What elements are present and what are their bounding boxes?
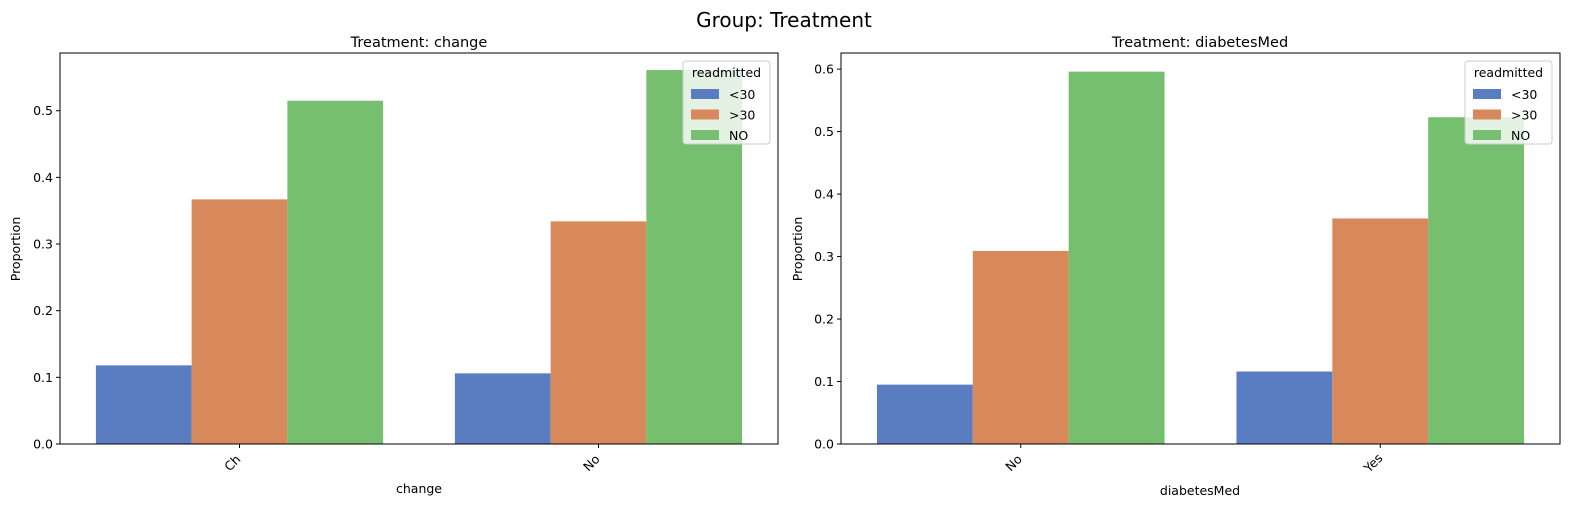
bar (876, 384, 973, 444)
y-axis-label: Proportion (8, 217, 23, 282)
subplot-change: Treatment: change change Proportion 0.0 0… (8, 35, 779, 496)
y-tick-label: 0.4 (814, 187, 834, 202)
y-tick-label: 0.1 (33, 370, 53, 385)
legend-label: >30 (1511, 108, 1537, 123)
y-tick-label: 0.0 (33, 437, 53, 452)
legend-label: NO (1511, 128, 1530, 143)
bar (1332, 218, 1429, 444)
y-tick-label: 0.1 (814, 374, 834, 389)
legend-box (1464, 60, 1553, 145)
y-tick-label: 0.4 (33, 170, 53, 185)
legend-title: readmitted (692, 65, 761, 80)
x-tick-label: Yes (1360, 450, 1386, 476)
axes-frame (840, 52, 1561, 445)
legend: readmitted <30 >30 NO (1464, 60, 1553, 145)
bar (191, 199, 288, 444)
axes-frame (59, 52, 779, 445)
bar (1236, 371, 1333, 444)
y-tick-label: 0.5 (814, 124, 834, 139)
subplot-title: Treatment: change (350, 35, 488, 51)
y-axis-label: Proportion (790, 217, 805, 282)
legend-label: NO (729, 128, 748, 143)
legend-box (682, 60, 771, 145)
bar (95, 365, 192, 444)
legend-label: >30 (729, 108, 755, 123)
x-tick-label: No (580, 452, 603, 475)
bar (1068, 71, 1165, 445)
legend-label: <30 (1511, 87, 1537, 102)
bar (972, 250, 1069, 444)
bar (287, 100, 384, 444)
legend-swatch (691, 109, 719, 120)
legend-swatch (691, 89, 719, 99)
x-axis-label: change (396, 481, 442, 496)
bar (1428, 117, 1525, 444)
x-tick-label: No (1002, 452, 1025, 475)
y-tick-label: 0.0 (814, 437, 834, 452)
bar (454, 373, 551, 444)
legend-title: readmitted (1474, 65, 1543, 80)
x-axis-label: diabetesMed (1160, 483, 1240, 498)
y-tick-label: 0.3 (814, 249, 834, 264)
x-tick-label: Ch (221, 452, 243, 474)
y-tick-label: 0.3 (33, 237, 53, 252)
legend: readmitted <30 >30 NO (682, 60, 771, 145)
bar (550, 221, 647, 444)
legend-swatch (691, 130, 719, 140)
legend-swatch (1473, 89, 1501, 99)
y-tick-label: 0.2 (33, 303, 53, 318)
legend-label: <30 (729, 87, 755, 102)
legend-swatch (1473, 130, 1501, 140)
legend-swatch (1473, 109, 1501, 120)
y-tick-label: 0.5 (33, 103, 53, 118)
subplot-diabetesmed: Treatment: diabetesMed diabetesMed Propo… (790, 35, 1561, 498)
figure-suptitle: Group: Treatment (696, 8, 872, 32)
y-tick-label: 0.2 (814, 312, 834, 327)
subplot-title: Treatment: diabetesMed (1111, 35, 1288, 51)
y-tick-label: 0.6 (814, 62, 834, 77)
